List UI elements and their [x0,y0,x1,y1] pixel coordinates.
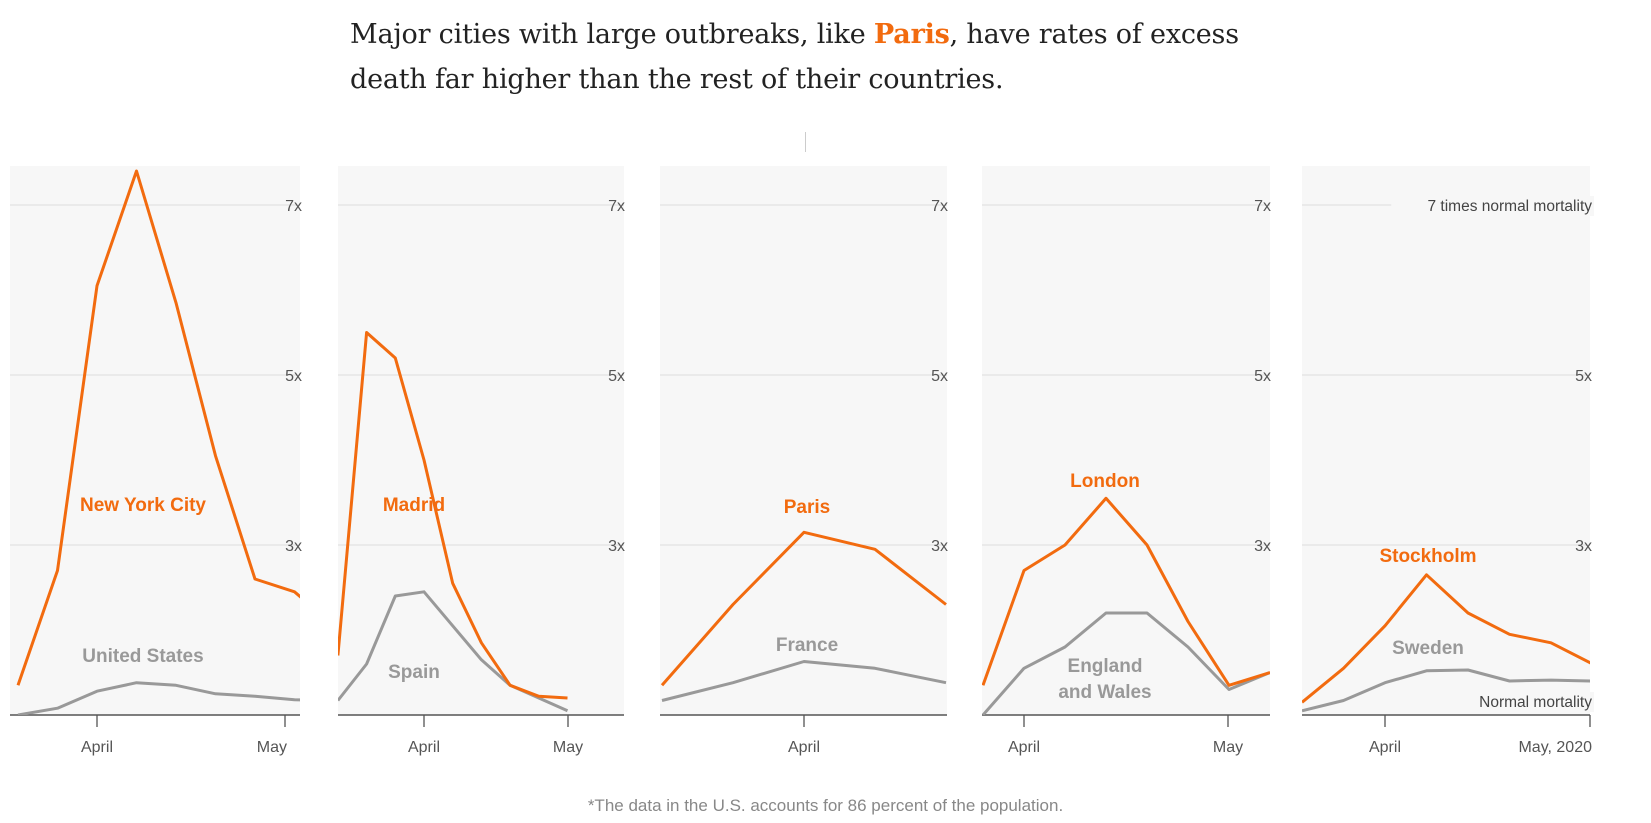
country-series-label: United States [82,646,203,667]
y-annotation-label: 7 times normal mortality [1427,198,1592,215]
y-tick-label: 7x [1254,198,1271,215]
country-series-line [661,660,947,702]
panel-background [338,166,624,715]
city-series-line [16,169,300,686]
x-tick-label: May [257,739,287,756]
chart-panel-1: 3x 5x 7x April May New York City United States [10,166,302,756]
y-tick-label: 3x [285,538,302,555]
y-tick-label: 7x [285,198,302,215]
y-tick-label: 7x [608,198,625,215]
x-tick-label: April [81,739,113,756]
x-tick-label: April [1008,739,1040,756]
city-series-line [982,496,1270,687]
country-series-label: France [776,635,838,656]
y-tick-label: 7x [931,198,948,215]
y-tick-label: 3x [1575,538,1592,555]
city-series-line [660,530,947,687]
country-series-label-line2: and Wales [1058,682,1151,703]
small-multiples-chart: 3x 5x 7x April May New York City United States… [10,166,1594,756]
country-series-label: Spain [388,662,440,683]
y-tick-label: 5x [1254,368,1271,385]
headline-before: Major cities with large outbreaks, like [350,19,874,50]
city-series-label: New York City [80,495,206,516]
label-background [1456,692,1594,712]
city-series-label: Madrid [383,495,445,516]
label-background [1391,196,1594,216]
y-tick-label: 3x [608,538,625,555]
x-tick-label: May [553,739,583,756]
headline-highlight: Paris [873,19,950,50]
x-tick-label: April [788,739,820,756]
y-tick-label: 3x [1254,538,1271,555]
x-tick-label: April [1369,739,1401,756]
chart-panel-2: 3x 5x 7x April May Madrid Spain [338,166,625,756]
panel-background [1302,166,1590,715]
chart-panel-3: 3x 5x 7x April Paris France [660,166,948,756]
y-tick-label: 5x [285,368,302,385]
headline: Major cities with large outbreaks, like … [350,12,1250,102]
city-series-label: London [1070,471,1140,492]
x-tick-label: May [1213,739,1243,756]
panel-background [982,166,1270,715]
y-tick-label: 5x [608,368,625,385]
country-series-line [1302,668,1590,713]
y-tick-label: 5x [931,368,948,385]
panel-background [660,166,947,715]
divider-tick [805,132,806,152]
y-annotation-label: Normal mortality [1479,694,1592,711]
x-tick-label: May, 2020 [1518,739,1592,756]
country-series-line [982,611,1270,715]
y-tick-label: 3x [931,538,948,555]
x-tick-label: April [408,739,440,756]
city-series-label: Paris [784,497,830,518]
country-series-label: Sweden [1392,638,1464,659]
city-series-line [338,331,568,700]
city-series-label: Stockholm [1379,546,1476,567]
chart-panel-4: 3x 5x 7x April May London England and Wales [982,166,1271,756]
y-tick-label: 5x [1575,368,1592,385]
chart-panel-5: Normal mortality 3x 5x 7 times normal morta… [1302,166,1594,756]
country-series-label: England [1068,656,1143,677]
headline-after: , have rates of excess death far higher … [350,19,1239,95]
city-series-line [1302,573,1590,704]
footnote: *The data in the U.S. accounts for 86 pe… [587,796,1064,815]
country-series-line [17,681,300,715]
panel-background [10,166,300,715]
